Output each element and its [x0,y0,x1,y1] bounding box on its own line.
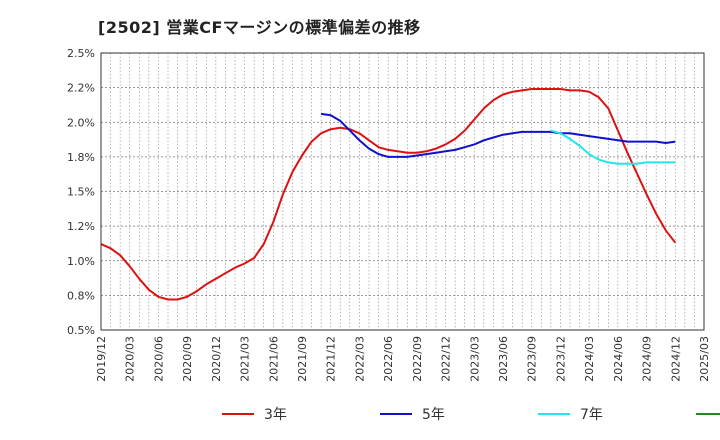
y-tick-label: 2.5% [67,47,95,60]
legend-label: 5年 [422,407,445,423]
y-tick-label: 1.8% [67,151,95,164]
legend: 3年5年7年10年 [222,407,720,423]
series-lines [100,88,677,301]
x-tick-label: 2023/12 [554,336,567,382]
legend-label: 7年 [580,407,603,423]
x-tick-label: 2022/03 [353,336,366,382]
x-tick-label: 2020/03 [124,336,137,382]
series-line-1 [100,88,677,301]
legend-label: 3年 [264,407,287,423]
x-tick-label: 2024/06 [612,336,625,382]
x-tick-label: 2024/12 [669,336,682,382]
series-line-2 [320,112,676,158]
x-tick-label: 2022/12 [440,336,453,382]
x-tick-label: 2020/06 [152,336,165,382]
chart-title: [2502] 営業CFマージンの標準偏差の推移 [98,18,421,37]
y-tick-label: 1.5% [67,186,95,199]
y-tick-label: 1.0% [67,255,95,268]
x-tick-label: 2021/09 [296,336,309,382]
x-tick-label: 2021/06 [267,336,280,382]
y-tick-label: 1.2% [67,220,95,233]
x-tick-label: 2023/09 [526,336,539,382]
series-line-3 [550,129,676,165]
y-tick-label: 0.8% [67,289,95,302]
x-tick-label: 2019/12 [95,336,108,382]
x-tick-label: 2021/12 [325,336,338,382]
x-tick-label: 2022/06 [382,336,395,382]
grid [101,53,704,330]
x-tick-label: 2020/09 [181,336,194,382]
x-tick-label: 2022/09 [411,336,424,382]
x-tick-label: 2024/09 [641,336,654,382]
y-tick-label: 2.2% [67,82,95,95]
y-tick-label: 0.5% [67,324,95,337]
x-tick-label: 2024/03 [583,336,596,382]
x-tick-label: 2023/03 [468,336,481,382]
x-axis-ticks: 2019/12 2020/03 2020/06 2020/09 2020/12 2021/… [95,336,711,382]
x-tick-label: 2025/03 [698,336,711,382]
x-tick-label: 2020/12 [210,336,223,382]
y-tick-label: 2.0% [67,116,95,129]
plot-frame [100,52,705,331]
x-tick-label: 2021/03 [239,336,252,382]
y-axis-ticks: 2.5% 2.2% 2.0% 1.8% 1.5% 1.2% 1.0% 0.8% 0.5% [67,47,95,337]
x-tick-label: 2023/06 [497,336,510,382]
